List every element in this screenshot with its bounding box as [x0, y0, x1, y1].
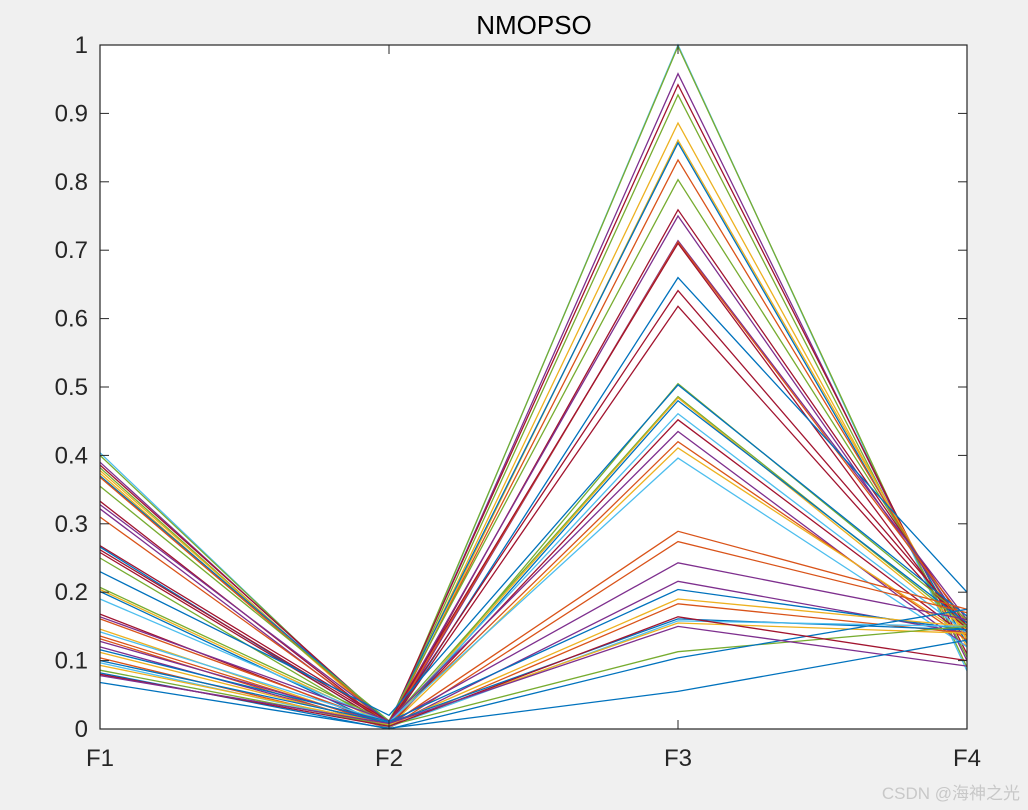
series-line-29 — [99, 530, 968, 727]
series-line-35 — [99, 603, 968, 729]
y-tick-label: 0.8 — [55, 169, 88, 196]
y-tick-label: 0.4 — [55, 442, 88, 469]
watermark: CSDN @海神之光 — [881, 784, 1020, 803]
chart-title: NMOPSO — [476, 10, 592, 40]
y-tick-label: 0.7 — [55, 237, 88, 264]
series-lines — [99, 43, 968, 731]
x-tick-label-f3: F3 — [664, 745, 692, 772]
series-line-30 — [99, 540, 968, 730]
series-line-25 — [99, 430, 968, 722]
series-line-34 — [99, 598, 968, 726]
series-line-3 — [99, 83, 968, 725]
series-line-16 — [99, 289, 968, 725]
series-line-43 — [99, 639, 968, 729]
y-tick-label: 0.2 — [55, 579, 88, 606]
series-line-36 — [99, 618, 968, 724]
series-line-31 — [99, 562, 968, 725]
series-line-22 — [99, 399, 968, 729]
series-line-21 — [99, 397, 968, 726]
series-line-14 — [99, 242, 968, 723]
series-line-42 — [99, 625, 968, 725]
series-line-8 — [99, 158, 968, 726]
y-tick-label: 0.5 — [55, 374, 88, 401]
y-tick-label: 0.1 — [55, 648, 88, 675]
series-line-1 — [99, 44, 968, 729]
y-tick-label: 0.6 — [55, 306, 88, 333]
series-line-7 — [99, 141, 968, 724]
series-line-11 — [99, 214, 968, 724]
y-tick-label: 1 — [75, 32, 88, 59]
series-line-23 — [99, 412, 968, 724]
series-line-9 — [99, 178, 968, 722]
x-tick-label-f2: F2 — [375, 745, 403, 772]
series-line-19 — [99, 384, 968, 717]
y-tick-label: 0.3 — [55, 511, 88, 538]
y-tick-label: 0 — [75, 716, 88, 743]
y-tick-label: 0.9 — [55, 100, 88, 127]
x-axis: F1 F2 F3 F4 — [86, 45, 981, 772]
series-line-33 — [99, 588, 968, 723]
series-line-32 — [99, 580, 968, 727]
x-tick-label-f1: F1 — [86, 745, 114, 772]
series-line-28 — [99, 457, 968, 723]
series-line-27 — [99, 447, 968, 728]
series-line-41 — [99, 616, 968, 727]
series-line-24 — [99, 418, 968, 728]
series-line-17 — [99, 305, 968, 727]
series-line-5 — [99, 121, 968, 726]
series-line-26 — [99, 440, 968, 725]
y-axis: 0 0.1 0.2 0.3 0.4 0.5 0.6 0.7 0.8 0.9 1 — [55, 32, 967, 743]
series-line-38 — [99, 622, 968, 725]
x-tick-label-f4: F4 — [953, 745, 981, 772]
